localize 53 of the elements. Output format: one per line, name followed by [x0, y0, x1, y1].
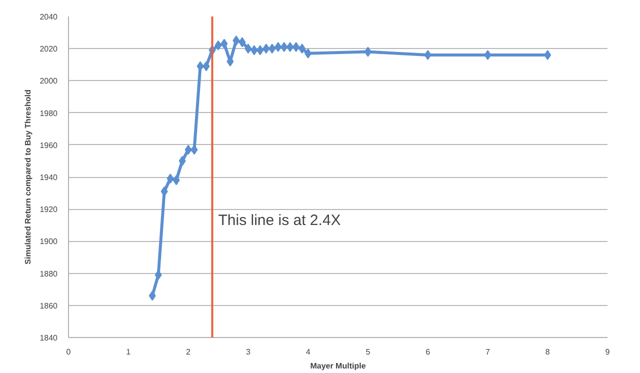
y-tick-label: 2040	[40, 12, 58, 22]
point	[304, 48, 312, 58]
point	[238, 37, 246, 48]
point	[160, 186, 168, 196]
x-tick-label: 1	[126, 348, 132, 356]
y-tick-label: 1840	[40, 334, 58, 342]
point	[166, 174, 174, 184]
y-tick-label: 1920	[40, 205, 58, 214]
point	[286, 42, 294, 52]
point	[196, 61, 204, 72]
point	[250, 45, 258, 56]
point	[424, 50, 432, 60]
x-axis-title: Mayer Multiple	[310, 362, 366, 370]
point	[244, 44, 252, 54]
y-tick-label: 2020	[40, 44, 58, 54]
y-tick-label: 2000	[40, 76, 58, 86]
y-tick-label: 1960	[40, 140, 58, 150]
point	[232, 36, 240, 46]
x-tick-label: 7	[486, 348, 490, 356]
y-tick-label: 1900	[40, 237, 58, 246]
point	[202, 61, 210, 72]
y-tick-label: 1980	[40, 108, 58, 118]
point	[214, 40, 222, 50]
point	[274, 42, 282, 52]
point	[364, 46, 372, 57]
point	[184, 144, 192, 155]
y-tick-label: 1880	[40, 269, 58, 278]
y-tick-label: 1940	[40, 173, 58, 182]
point	[148, 290, 156, 301]
point	[262, 44, 270, 54]
x-tick-label: 0	[66, 348, 72, 356]
x-tick-label: 8	[545, 348, 550, 356]
x-tick-label: 5	[366, 348, 371, 356]
x-tick-label: 9	[605, 348, 610, 356]
point	[154, 270, 162, 280]
point	[544, 50, 552, 60]
point	[292, 42, 300, 52]
point	[172, 175, 180, 186]
x-tick-label: 4	[306, 348, 311, 356]
ref-line-label: This line is at 2.4X	[218, 212, 341, 229]
y-tick-label: 1860	[40, 301, 58, 310]
x-tick-label: 6	[426, 348, 431, 356]
y-axis-title: Simulated Return compared to Buy Threshold	[24, 90, 33, 264]
point	[268, 44, 276, 54]
point	[178, 156, 186, 166]
point	[280, 42, 288, 52]
point	[298, 44, 306, 54]
x-tick-label: 2	[186, 348, 192, 356]
x-tick-label: 3	[246, 348, 251, 356]
point	[190, 144, 198, 155]
point	[256, 45, 264, 56]
point	[484, 50, 492, 60]
point	[220, 38, 228, 49]
